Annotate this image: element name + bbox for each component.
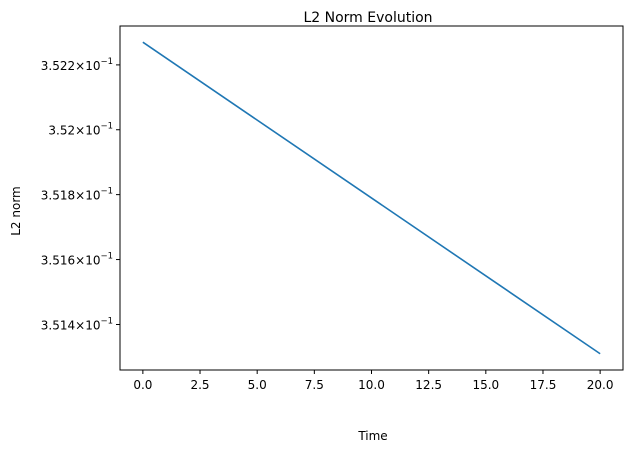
x-tick-label: 17.5 [530,378,557,392]
y-tick-exponent: −1 [100,317,113,327]
x-tick-label: 12.5 [415,378,442,392]
y-tick-times: × [75,319,85,333]
x-tick-label: 5.0 [248,378,267,392]
series-line-0 [142,41,601,355]
x-tick-label: 7.5 [305,378,324,392]
y-tick-base: 10 [85,189,100,203]
y-tick-times: × [75,254,85,268]
y-tick-label: 3.52×10−1 [48,122,113,138]
plot-frame [119,25,624,371]
y-tick-exponent: −1 [100,252,113,262]
y-tick-exponent: −1 [100,122,113,132]
plot-area [142,41,601,355]
y-tick-base: 10 [85,124,100,138]
x-tick-label: 2.5 [190,378,209,392]
y-tick-base: 10 [85,59,100,73]
y-tick-mantissa: 3.516 [41,254,75,268]
y-tick-mantissa: 3.514 [41,319,75,333]
y-tick-label: 3.516×10−1 [41,252,113,268]
y-tick-mantissa: 3.518 [41,189,75,203]
x-tick-label: 10.0 [358,378,385,392]
y-tick-mantissa: 3.522 [41,59,75,73]
y-tick-label: 3.514×10−1 [41,317,113,333]
y-tick-exponent: −1 [100,187,113,197]
y-tick-times: × [75,59,85,73]
x-tick-label: 0.0 [133,378,152,392]
y-axis-label: L2 norm [9,186,23,236]
y-tick-base: 10 [85,319,100,333]
y-tick-mantissa: 3.52 [48,124,75,138]
y-tick-label: 3.518×10−1 [41,187,113,203]
x-axis-label: Time [357,429,387,443]
y-tick-base: 10 [85,254,100,268]
y-axis: 3.514×10−13.516×10−13.518×10−13.52×10−13… [41,57,120,333]
x-tick-label: 15.0 [472,378,499,392]
y-tick-exponent: −1 [100,57,113,67]
y-tick-times: × [75,189,85,203]
x-axis: 0.0 2.5 5.0 7.5 10.0 12.5 15.0 17.5 20.0 [133,370,613,392]
chart-title: L2 Norm Evolution [303,10,432,26]
x-tick-label: 20.0 [587,378,614,392]
y-tick-label: 3.522×10−1 [41,57,113,73]
y-tick-times: × [75,124,85,138]
